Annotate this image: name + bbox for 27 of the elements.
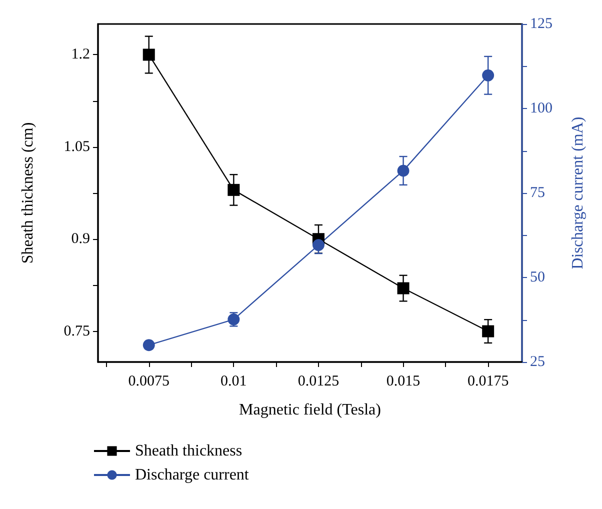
y-tick-label: 0.75	[64, 323, 90, 340]
legend-label: Discharge current	[135, 466, 250, 484]
legend-label: Sheath thickness	[135, 442, 242, 460]
y2-tick-label: 50	[530, 270, 545, 286]
x-tick-label: 0.015	[386, 374, 420, 390]
x-tick-label: 0.0075	[128, 374, 170, 390]
point	[142, 339, 155, 352]
x-tick-label: 0.0175	[467, 374, 509, 390]
point	[397, 164, 410, 177]
x-axis-title: Magnetic field (Tesla)	[239, 402, 381, 418]
y2-tick-label: 25	[530, 354, 545, 370]
point	[482, 69, 494, 82]
y2-tick-label: 125	[530, 16, 552, 32]
y-tick-label: 1.2	[71, 46, 90, 63]
y-axis-title: Sheath thickness (cm)	[20, 122, 36, 264]
point	[228, 184, 240, 196]
y-tick-label: 1.05	[64, 138, 90, 155]
point	[397, 282, 410, 294]
y2-axis-title: Discharge current (mA)	[570, 116, 586, 270]
x-tick-label: 0.0125	[298, 374, 340, 390]
y2-tick-label: 75	[530, 185, 545, 201]
y2-tick-label: 100	[530, 100, 552, 116]
point	[312, 239, 324, 252]
point	[142, 48, 155, 61]
x-tick-label: 0.01	[220, 374, 247, 390]
point	[482, 325, 494, 338]
y-tick-label: 0.9	[71, 231, 90, 248]
